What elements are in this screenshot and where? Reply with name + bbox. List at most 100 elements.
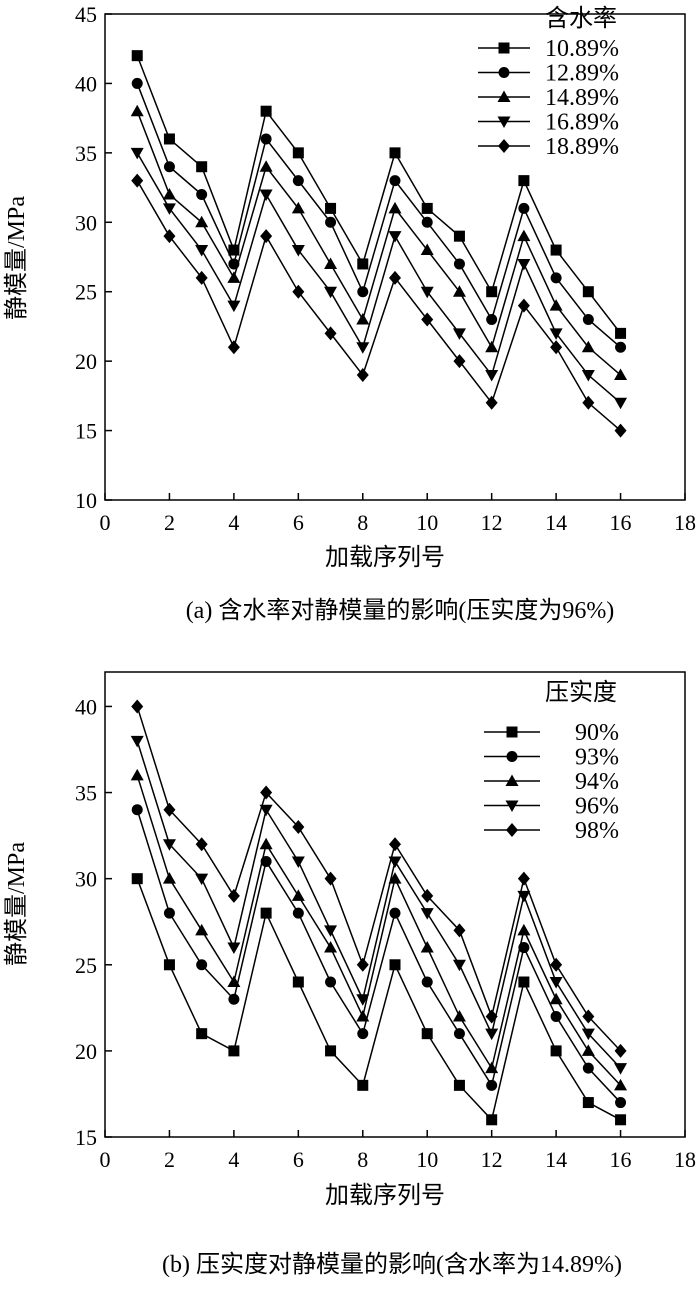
chart-a-series-1-point [582, 313, 594, 325]
chart-a-series-3-point [517, 258, 531, 271]
chart-a-series-4-point [485, 395, 498, 410]
chart-b-series-1-point [292, 907, 304, 919]
chart-b-series-0-point [518, 976, 530, 988]
chart-b-legend-marker-3 [505, 800, 519, 812]
chart-b-ytick-label: 15 [75, 1125, 97, 1150]
chart-a-xtick-label: 2 [164, 510, 175, 535]
chart-b-series-2-point [388, 872, 402, 884]
chart-a-series-3-point [195, 245, 209, 257]
chart-b-series-2-point [259, 837, 273, 850]
chart-a-series-line-0 [136, 55, 622, 334]
chart-a-plot-frame [104, 13, 686, 501]
chart-b-series-4-point [582, 1009, 595, 1024]
chart-b-series-0-point [325, 1045, 337, 1057]
chart-b-series-3-point [291, 856, 305, 868]
chart-b-legend-label-3: 96% [575, 794, 619, 820]
chart-a-series-2-point [549, 299, 563, 311]
chart-b-series-3-point [195, 873, 209, 886]
chart-a-series-2-point [485, 340, 499, 353]
chart-b-series-1-point [421, 976, 433, 988]
chart-b-xtick-label: 14 [545, 1147, 567, 1172]
chart-a-series-3-point [356, 342, 370, 354]
chart-a-series-1-point [196, 189, 208, 201]
chart-b-series-2-point [195, 923, 209, 936]
chart-a-series-1-point [357, 286, 369, 298]
chart-b-series-3-point [614, 1063, 628, 1075]
chart-b-series-0-point [453, 1079, 465, 1091]
chart-a-series-4-point [195, 270, 208, 285]
chart-b-series-1-point [163, 907, 175, 919]
chart-a-legend-title: 含水率 [545, 5, 617, 32]
chart-b-series-line-3 [136, 740, 622, 1069]
chart-b-series-1-point [389, 907, 401, 919]
chart-b-legend-marker-0 [506, 726, 518, 738]
chart-a-ytick-label: 30 [75, 210, 97, 235]
chart-a-series-3-point [227, 300, 241, 313]
chart-b-xtick-label: 18 [674, 1147, 696, 1172]
chart-b-series-4-point [421, 888, 434, 903]
chart-b-legend-marker-2 [505, 774, 519, 786]
chart-b-series-1-point [196, 959, 208, 971]
chart-a-xtick-label: 16 [610, 510, 632, 535]
chart-a-series-3-point [388, 231, 402, 243]
chart-a-series-2-point [581, 340, 595, 353]
chart-b-series-4-point [292, 820, 305, 834]
chart-b-xtick-label: 4 [228, 1147, 239, 1172]
chart-a-series-0-point [196, 161, 208, 173]
chart-a-series-4-point [131, 173, 144, 188]
chart-a-ytick-label: 25 [75, 280, 97, 305]
chart-b-series-2-point [162, 872, 176, 884]
chart-a-series-1-point [615, 341, 627, 353]
chart-b-series-4-point [356, 957, 369, 972]
chart-a-series-2-point [420, 243, 434, 256]
chart-b-series-0-point [260, 907, 272, 919]
chart-b-series-3-point [130, 735, 144, 748]
chart-b-series-0-point [228, 1045, 240, 1057]
chart-a-series-1-point [389, 175, 401, 187]
chart-b-series-line-2 [136, 775, 622, 1086]
chart-a-series-line-2 [136, 110, 622, 376]
chart-b: 0 2 4 6 8 10 12 14 16 18 15 20 25 30 35 40 压实度 90%93%94%… [3, 671, 696, 1278]
chart-b-series-1-point [325, 976, 337, 988]
chart-a-series-3-point [614, 397, 628, 410]
chart-b-series-2-point [452, 1009, 466, 1022]
chart-a-series-1-point [486, 313, 498, 325]
chart-a-series-2-point [227, 271, 241, 283]
chart-b-legend-marker-4 [506, 823, 518, 837]
chart-a-series-2-point [195, 215, 209, 228]
chart-a-series-0-point [486, 286, 498, 298]
chart-a-ytick-label: 20 [75, 349, 97, 374]
chart-b-series-1-point [131, 804, 143, 816]
chart-b-series-2-point [227, 975, 241, 987]
chart-b-series-4-point [163, 802, 176, 817]
chart-a-legend-label-4: 18.89% [545, 134, 619, 160]
chart-b-series-2-point [581, 1044, 595, 1056]
chart-a-series-line-3 [136, 152, 622, 404]
chart-a-legend-marker-0 [498, 42, 510, 54]
chart-b-series-4-point [131, 699, 144, 714]
chart-b-series-4-point [227, 888, 240, 903]
chart-b-series-0-point [131, 873, 143, 885]
chart-a-series-1-point [163, 161, 175, 173]
chart-b-series-3-point [420, 908, 434, 920]
chart-b-xtick-label: 16 [610, 1147, 632, 1172]
chart-a-series-2-point [517, 229, 531, 242]
chart-a-series-line-1 [136, 83, 622, 348]
chart-b-series-4-point [324, 871, 337, 886]
chart-a-series-1-point [518, 202, 530, 214]
chart-b-xtick-label: 2 [164, 1147, 175, 1172]
chart-b-series-2-point [517, 923, 531, 936]
chart-b-series-0-point [421, 1028, 433, 1040]
chart-b-series-2-point [291, 889, 305, 901]
chart-b-series-1-point [550, 1010, 562, 1022]
chart-a-series-3-point [291, 245, 305, 257]
chart-a-caption: (a) 含水率对静模量的影响(压实度为96%) [186, 597, 615, 624]
chart-a-series-4-point [260, 229, 273, 244]
chart-b-ytick-label: 40 [75, 694, 97, 719]
chart-a-series-3-point [452, 328, 466, 340]
chart-a-ytick-label: 35 [75, 141, 97, 166]
chart-a-xlabel: 加载序列号 [325, 544, 445, 571]
chart-a-legend-marker-4 [498, 139, 510, 153]
chart-a-series-4-point [550, 340, 563, 355]
